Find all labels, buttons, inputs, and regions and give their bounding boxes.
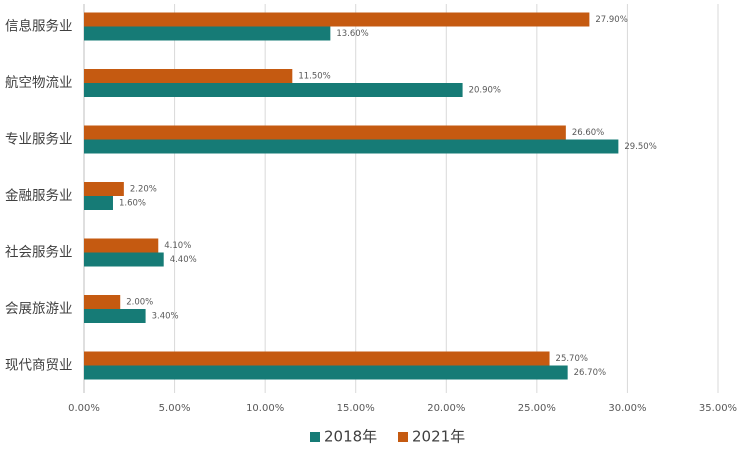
legend-label: 2018年 [324,428,377,446]
bar-2021 [84,69,293,83]
bar-2018 [84,365,568,380]
legend-swatch [398,432,408,442]
legend-label: 2021年 [412,428,465,446]
legend-swatch [310,432,320,442]
bar-2018 [84,26,331,41]
gridlines [83,4,719,393]
x-tick-label: 15.00% [337,403,375,414]
x-tick-label: 30.00% [608,403,646,414]
bar-2018 [84,196,113,210]
bar-2021 [84,182,124,196]
data-label: 11.50% [298,72,330,82]
category-label: 信息服务业 [5,18,73,35]
category-label: 会展旅游业 [5,301,73,317]
data-label: 27.90% [595,15,627,25]
legend: 2018年 2021年 [310,428,465,446]
x-tick-label: 5.00% [159,403,191,414]
data-label: 25.70% [556,354,588,364]
category-label: 现代商贸业 [5,358,73,374]
category-label: 金融服务业 [5,188,73,204]
bar-2021 [84,125,566,140]
bar-2018 [84,83,463,97]
bar-2021 [84,238,159,253]
bar-2021 [84,295,121,309]
x-tick-label: 10.00% [246,403,284,414]
x-tick-label: 20.00% [427,403,465,414]
x-tick-label: 35.00% [699,403,737,414]
data-label: 1.60% [119,199,146,209]
data-label: 2.20% [130,185,157,195]
bar-2021 [84,351,550,366]
data-label: 3.40% [152,312,179,322]
data-label: 4.10% [164,241,191,251]
data-label: 26.60% [572,128,604,138]
bars [84,12,619,380]
category-label: 社会服务业 [5,245,73,261]
data-labels: 27.90% 13.60% 11.50% 20.90% 26.60% 29.50% 2.20… [119,15,657,378]
bar-2021 [84,12,590,27]
category-label: 航空物流业 [5,75,73,91]
bar-2018 [84,252,164,267]
data-label: 26.70% [574,368,606,378]
category-label: 专业服务业 [5,132,73,148]
x-tick-label: 0.00% [68,403,100,414]
data-label: 29.50% [624,142,656,152]
x-tick-label: 25.00% [518,403,556,414]
x-axis-ticks: 0.00% 5.00% 10.00% 15.00% 20.00% 25.00% 30.00%… [68,403,737,414]
data-label: 20.90% [469,86,501,96]
data-label: 13.60% [336,29,368,39]
bar-2018 [84,309,146,323]
bar-2018 [84,139,619,154]
data-label: 2.00% [126,298,153,308]
data-label: 4.40% [170,255,197,265]
